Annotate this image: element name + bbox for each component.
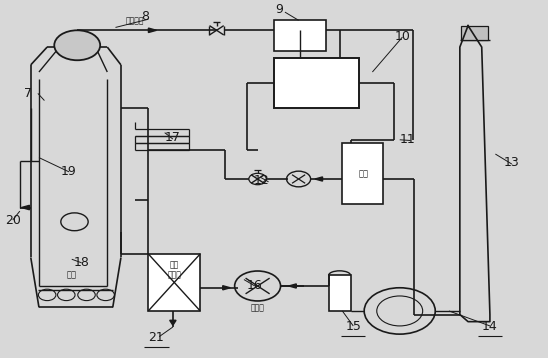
Text: 空气
预热器: 空气 预热器	[167, 260, 181, 280]
Text: 炉排: 炉排	[67, 271, 77, 280]
Text: 16: 16	[247, 280, 262, 292]
Text: 10: 10	[395, 30, 410, 43]
Text: 11: 11	[400, 133, 416, 146]
Text: 14: 14	[482, 320, 498, 334]
Text: 蒸汽出口: 蒸汽出口	[125, 17, 144, 26]
Polygon shape	[170, 320, 176, 325]
Bar	[342, 143, 383, 204]
Text: 20: 20	[5, 213, 21, 227]
Text: 12: 12	[254, 174, 270, 187]
Text: 21: 21	[149, 331, 164, 344]
Text: 烟囱: 烟囱	[358, 169, 368, 178]
Text: 7: 7	[24, 87, 32, 100]
Bar	[149, 254, 200, 311]
Bar	[461, 26, 488, 40]
Text: 18: 18	[73, 256, 89, 269]
Polygon shape	[222, 286, 230, 290]
Text: 13: 13	[504, 156, 520, 169]
Text: 17: 17	[165, 131, 181, 145]
Text: 8: 8	[141, 10, 150, 23]
Bar	[274, 58, 359, 108]
Bar	[274, 20, 326, 50]
Polygon shape	[21, 205, 30, 210]
Bar	[329, 275, 351, 311]
Polygon shape	[315, 177, 323, 181]
Text: 15: 15	[345, 320, 361, 334]
Polygon shape	[289, 284, 296, 288]
Text: 19: 19	[61, 165, 77, 178]
Text: 9: 9	[276, 3, 283, 16]
Circle shape	[54, 30, 100, 60]
Text: 鼓风机: 鼓风机	[250, 303, 265, 312]
Polygon shape	[149, 28, 157, 33]
